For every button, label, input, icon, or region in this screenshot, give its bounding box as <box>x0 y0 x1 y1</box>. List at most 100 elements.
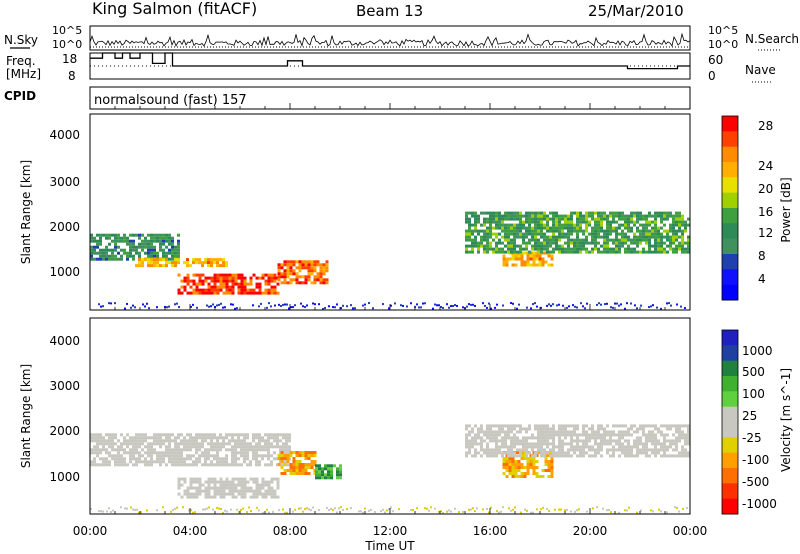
heatmap-cell <box>270 480 274 484</box>
heatmap-cell <box>498 241 501 245</box>
heatmap-cell <box>424 302 426 305</box>
heatmap-cell <box>675 235 678 239</box>
heatmap-cell <box>286 460 290 463</box>
heatmap-cell <box>498 217 501 221</box>
heatmap-cell <box>552 220 555 224</box>
heatmap-cell <box>540 229 543 233</box>
heatmap-cell <box>492 433 495 437</box>
heatmap-cell <box>267 463 270 467</box>
heatmap-cell <box>582 451 585 455</box>
heatmap-cell <box>603 241 606 245</box>
heatmap-cell <box>508 469 512 472</box>
heatmap-cell <box>534 217 537 221</box>
heatmap-cell <box>523 472 527 475</box>
heatmap-cell <box>256 506 258 509</box>
colorbar-swatch <box>722 254 738 270</box>
heatmap-cell <box>502 263 506 267</box>
heatmap-cell <box>162 506 164 509</box>
heatmap-cell <box>582 433 585 437</box>
heatmap-cell <box>474 214 477 218</box>
heatmap-cell <box>240 273 244 277</box>
heatmap-cell <box>298 260 302 264</box>
heatmap-cell <box>322 272 326 276</box>
heatmap-cell <box>621 433 624 437</box>
heatmap-cell <box>222 264 225 268</box>
heatmap-cell <box>252 480 256 484</box>
heatmap-cell <box>286 275 290 279</box>
heatmap-cell <box>207 258 210 262</box>
heatmap-cell <box>621 244 624 248</box>
heatmap-cell <box>310 509 312 512</box>
heatmap-cell <box>537 424 540 428</box>
heatmap-cell <box>633 442 636 446</box>
heatmap-cell <box>600 226 603 230</box>
heatmap-cell <box>501 442 504 446</box>
heatmap-cell <box>141 436 144 440</box>
heatmap-cell <box>192 477 196 481</box>
heatmap-cell <box>594 235 597 239</box>
heatmap-cell <box>519 229 522 233</box>
heatmap-cell <box>594 238 597 242</box>
heatmap-cell <box>289 466 293 469</box>
heatmap-cell <box>114 442 117 446</box>
heatmap-cell <box>301 469 305 472</box>
heatmap-cell <box>102 254 105 258</box>
heatmap-cell <box>192 511 194 514</box>
heatmap-cell <box>511 457 515 460</box>
heatmap-cell <box>192 279 196 283</box>
heatmap-cell <box>332 306 334 309</box>
heatmap-cell <box>663 454 666 458</box>
heatmap-cell <box>502 457 506 460</box>
heatmap-cell <box>208 305 210 308</box>
heatmap-cell <box>681 238 684 242</box>
heatmap-cell <box>222 492 226 496</box>
heatmap-cell <box>270 460 273 464</box>
heatmap-cell <box>576 241 579 245</box>
heatmap-cell <box>630 241 633 245</box>
heatmap-cell <box>645 238 648 242</box>
heatmap-cell <box>681 241 684 245</box>
heatmap-cell <box>547 469 551 472</box>
heatmap-cell <box>652 304 654 307</box>
heatmap-cell <box>612 220 615 224</box>
heatmap-cell <box>231 279 235 283</box>
heatmap-cell <box>675 217 678 221</box>
heatmap-cell <box>132 233 135 237</box>
heatmap-cell <box>519 235 522 239</box>
heatmap-cell <box>319 269 323 273</box>
heatmap-cell <box>346 508 348 511</box>
heatmap-cell <box>604 303 606 306</box>
heatmap-cell <box>240 276 244 280</box>
heatmap-cell <box>645 235 648 239</box>
heatmap-cell <box>546 445 549 449</box>
heatmap-cell <box>510 448 513 452</box>
heatmap-cell <box>540 232 543 236</box>
heatmap-cell <box>237 445 240 449</box>
heatmap-cell <box>543 430 546 434</box>
heatmap-cell <box>594 232 597 236</box>
heatmap-cell <box>624 223 627 227</box>
heatmap-cell <box>96 239 99 243</box>
heatmap-cell <box>517 469 521 472</box>
heatmap-cell <box>228 433 231 437</box>
heatmap-cell <box>624 451 627 455</box>
nsearch-label: N.Search <box>745 32 799 46</box>
vel-cb-neg100: -100 <box>742 453 769 467</box>
heatmap-cell <box>561 433 564 437</box>
heatmap-cell <box>240 291 244 295</box>
heatmap-cell <box>558 442 561 446</box>
heatmap-cell <box>576 223 579 227</box>
heatmap-cell <box>422 302 424 305</box>
heatmap-cell <box>567 244 570 248</box>
heatmap-cell <box>573 223 576 227</box>
heatmap-cell <box>298 263 302 267</box>
heatmap-cell <box>207 454 210 458</box>
heatmap-cell <box>594 433 597 437</box>
heatmap-cell <box>630 250 633 254</box>
heatmap-cell <box>126 445 129 449</box>
heatmap-cell <box>156 457 159 461</box>
heatmap-cell <box>183 460 186 464</box>
heatmap-cell <box>555 433 558 437</box>
heatmap-cell <box>687 430 690 434</box>
heatmap-cell <box>313 275 317 279</box>
